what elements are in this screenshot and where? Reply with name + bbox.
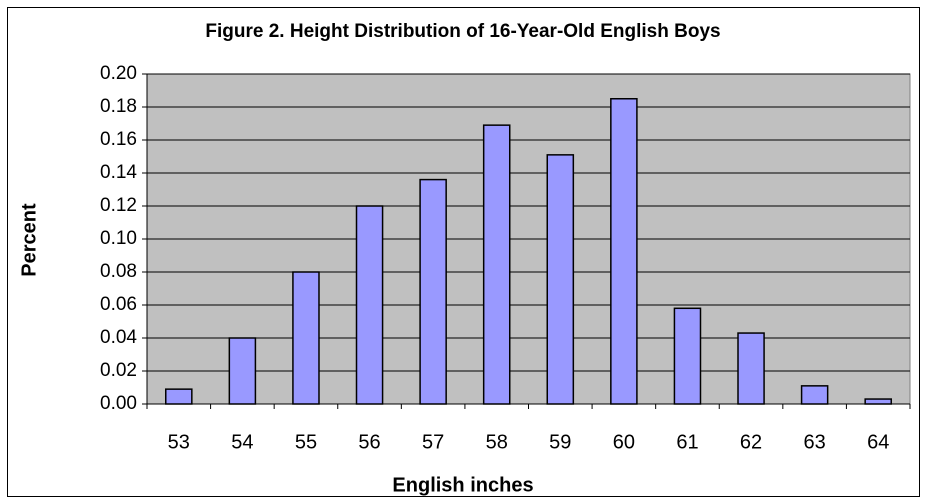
y-tick-label: 0.08: [100, 261, 137, 282]
y-tick-label: 0.06: [100, 294, 137, 315]
y-tick-label: 0.00: [100, 393, 137, 414]
y-tick-label: 0.20: [100, 63, 137, 84]
bar: [800, 385, 829, 405]
bar: [355, 205, 384, 405]
y-tick-label: 0.14: [100, 162, 137, 183]
y-tick-label: 0.10: [100, 228, 137, 249]
x-axis-label: English inches: [392, 474, 533, 496]
x-tick-label: 56: [358, 431, 380, 453]
x-tick-label: 64: [867, 431, 889, 453]
bar: [737, 332, 765, 405]
y-tick-label: 0.02: [100, 360, 137, 381]
x-tick-label: 63: [804, 431, 826, 453]
bar: [165, 388, 193, 405]
x-tick-label: 58: [486, 431, 508, 453]
x-tick-label: 53: [168, 431, 190, 453]
bar: [292, 271, 320, 405]
x-tick-label: 62: [740, 431, 762, 453]
bar: [482, 124, 511, 405]
bar: [673, 307, 702, 405]
bar: [228, 337, 257, 405]
y-tick-label: 0.12: [100, 195, 137, 216]
bar: [610, 98, 638, 405]
x-tick-label: 55: [295, 431, 317, 453]
y-axis-label: Percent: [18, 203, 40, 277]
y-tick-label: 0.04: [100, 327, 137, 348]
bar: [546, 154, 575, 405]
chart-title: Figure 2. Height Distribution of 16-Year…: [205, 21, 720, 42]
bar: [864, 398, 892, 405]
x-tick-label: 59: [549, 431, 571, 453]
bar: [419, 178, 447, 405]
y-tick-label: 0.18: [100, 96, 137, 117]
x-tick-label: 61: [676, 431, 698, 453]
x-tick-label: 57: [422, 431, 444, 453]
x-tick-label: 60: [613, 431, 635, 453]
x-tick-label: 54: [231, 431, 253, 453]
y-tick-label: 0.16: [100, 129, 137, 150]
